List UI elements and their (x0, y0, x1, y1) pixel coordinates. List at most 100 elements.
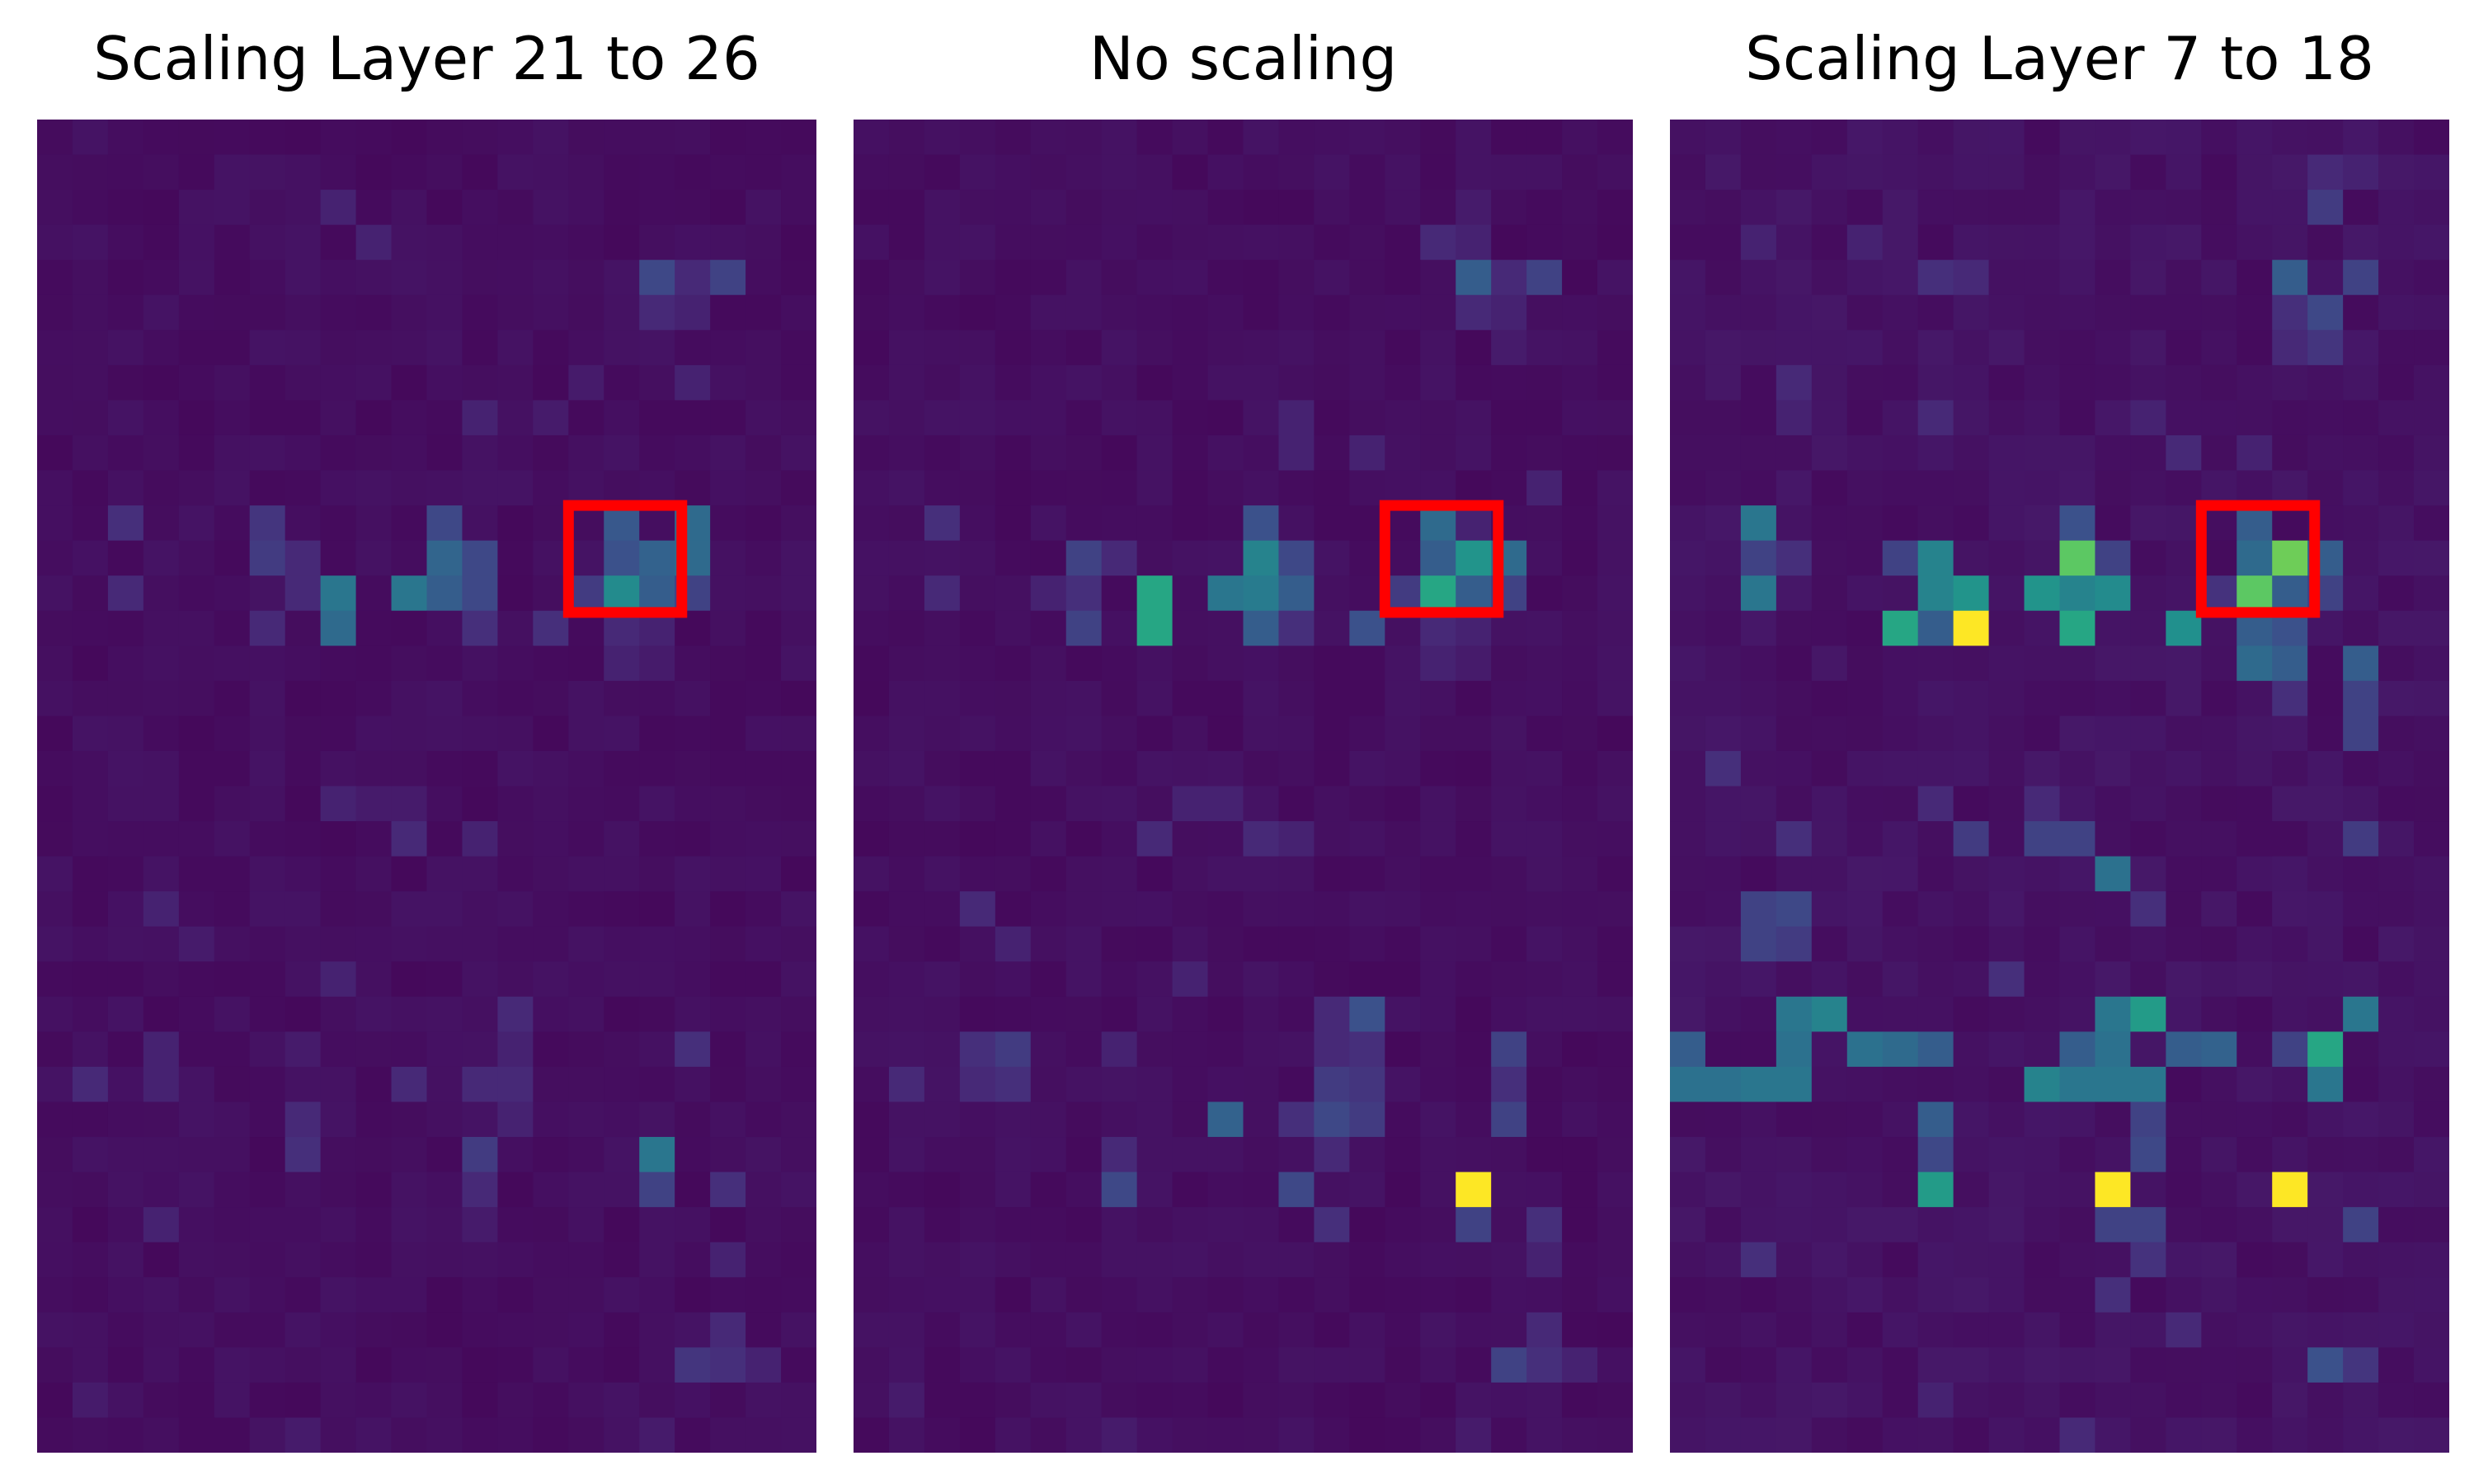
heatmap-cell (497, 680, 534, 716)
heatmap-cell (781, 364, 816, 402)
heatmap-cell (1562, 856, 1598, 892)
heatmap-cell (214, 1101, 251, 1138)
heatmap-cell (143, 330, 180, 366)
heatmap-cell (604, 680, 640, 716)
heatmap-cell (959, 961, 996, 998)
heatmap-cell (1705, 575, 1742, 612)
heatmap-cell (1207, 470, 1244, 506)
heatmap-cell (1491, 1242, 1527, 1278)
heatmap-cell (2343, 1242, 2379, 1278)
heatmap-cell (924, 190, 961, 226)
heatmap-cell (2307, 786, 2344, 822)
heatmap-cell (37, 1312, 73, 1348)
heatmap-cell (1172, 470, 1209, 506)
heatmap-cell (1172, 1066, 1209, 1103)
heatmap-cell (781, 1382, 816, 1419)
heatmap-cell (1385, 996, 1421, 1032)
heatmap-cell (1349, 1417, 1385, 1453)
heatmap-cell (639, 154, 675, 190)
heatmap-cell (2378, 646, 2415, 682)
heatmap-cell (1136, 821, 1174, 857)
heatmap-cell (143, 540, 180, 576)
heatmap-cell (745, 120, 782, 156)
heatmap-cell (2378, 1382, 2415, 1419)
heatmap-cell (1172, 1242, 1209, 1278)
heatmap-cell (675, 120, 711, 156)
heatmap-cell (1101, 1417, 1138, 1453)
heatmap-cell (1136, 961, 1174, 998)
heatmap-cell (2201, 821, 2237, 857)
heatmap-cell (1846, 610, 1884, 646)
heatmap-cell (214, 470, 251, 506)
heatmap-cell (249, 961, 286, 998)
heatmap-cell (2414, 1277, 2449, 1313)
heatmap-cell (1705, 1137, 1742, 1173)
heatmap-cell (462, 154, 499, 190)
heatmap-cell (1953, 1031, 1990, 1068)
heatmap-cell (924, 575, 961, 612)
heatmap-cell (1917, 750, 1954, 787)
heatmap-cell (2059, 996, 2096, 1032)
heatmap-cell (2059, 154, 2096, 190)
heatmap-cell (2201, 1137, 2237, 1173)
heatmap-cell (2095, 540, 2132, 576)
heatmap-cell (1349, 1101, 1385, 1138)
heatmap-cell (1953, 294, 1990, 331)
heatmap-cell (72, 610, 109, 646)
heatmap-cell (72, 294, 109, 331)
heatmap-cell (745, 750, 782, 787)
heatmap-cell (1314, 154, 1350, 190)
heatmap-cell (2095, 821, 2132, 857)
heatmap-cell (639, 1347, 675, 1383)
heatmap-cell (1811, 1242, 1848, 1278)
heatmap-cell (1526, 1172, 1563, 1208)
heatmap-cell (1207, 926, 1244, 962)
heatmap-cell (1314, 1137, 1350, 1173)
heatmap-cell (995, 400, 1032, 436)
heatmap-cell (462, 996, 499, 1032)
heatmap-cell (1207, 120, 1244, 156)
heatmap-cell (1526, 1101, 1563, 1138)
heatmap-cell (533, 540, 569, 576)
heatmap-cell (533, 821, 569, 857)
heatmap-cell (2059, 750, 2096, 787)
heatmap-cell (1314, 1242, 1350, 1278)
heatmap-cell (497, 330, 534, 366)
heatmap-cell (462, 434, 499, 472)
heatmap-cell (1988, 540, 2025, 576)
heatmap-cell (533, 750, 569, 787)
heatmap-cell (355, 996, 393, 1032)
heatmap-cell (1776, 1066, 1813, 1103)
heatmap-cell (1597, 190, 1633, 226)
heatmap-cell (1811, 1207, 1848, 1243)
heatmap-cell (143, 821, 180, 857)
heatmap-cell (1846, 646, 1884, 682)
heatmap-cell (426, 891, 463, 928)
heatmap-cell (2166, 540, 2202, 576)
heatmap-cell (1456, 891, 1492, 928)
heatmap-cell (1776, 821, 1813, 857)
heatmap-cell (107, 1347, 144, 1383)
heatmap-cell (1136, 1031, 1174, 1068)
heatmap-cell (1491, 996, 1527, 1032)
heatmap-cell (214, 750, 251, 787)
heatmap-cell (2236, 716, 2273, 752)
heatmap-cell (1030, 750, 1067, 787)
heatmap-cell (1526, 1207, 1563, 1243)
heatmap-cell (2095, 996, 2132, 1032)
heatmap-cell (1740, 996, 1777, 1032)
heatmap-cell (710, 1347, 746, 1383)
heatmap-cell (2166, 294, 2202, 331)
heatmap-cell (2059, 1031, 2096, 1068)
heatmap-cell (1065, 1382, 1103, 1419)
heatmap-cell (604, 260, 640, 296)
heatmap-cell (781, 610, 816, 646)
heatmap-cell (1562, 610, 1598, 646)
heatmap-cell (1705, 470, 1742, 506)
heatmap-cell (1172, 224, 1209, 261)
heatmap-cell (888, 330, 925, 366)
heatmap-cell (1917, 154, 1954, 190)
heatmap-cell (995, 540, 1032, 576)
heatmap-cell (2343, 1172, 2379, 1208)
heatmap-cell (924, 716, 961, 752)
